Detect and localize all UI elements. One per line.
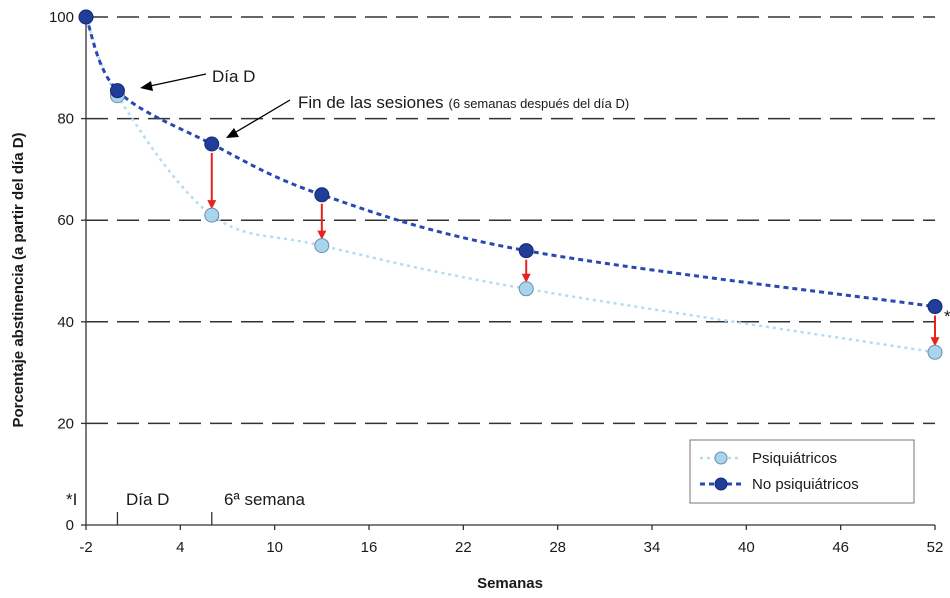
x-tick-label: 34: [644, 539, 661, 556]
legend-marker-psiquiatricos: [714, 451, 728, 465]
legend: Psiquiátricos No psiquiátricos: [689, 439, 915, 504]
point-psiquiatricos: [518, 281, 534, 297]
drop-arrow-head: [207, 200, 217, 210]
series-line-no-psiquiatricos: [84, 16, 936, 309]
y-tick-labels: 0 20 40 60 80 100: [49, 9, 74, 534]
annotation-fin-arrow-line: [235, 99, 291, 133]
point-no-psiquiatricos: [204, 136, 220, 152]
axis-mark-6a-semana: 6ª semana: [224, 490, 305, 509]
annotation-dia-d-arrowhead: [140, 81, 153, 91]
point-psiquiatricos: [314, 238, 330, 254]
point-psiquiatricos: [204, 207, 220, 223]
point-no-psiquiatricos: [78, 9, 94, 25]
annotations: Día D Fin de las sesiones (6 semanas desp…: [66, 67, 950, 509]
annotation-dia-d-arrow-line: [149, 73, 207, 87]
drop-arrow-head: [317, 230, 327, 240]
legend-label-psiquiatricos: Psiquiátricos: [752, 450, 837, 467]
point-psiquiatricos: [927, 344, 943, 360]
legend-box: [689, 439, 915, 504]
x-tick-label: 28: [549, 539, 566, 556]
point-no-psiquiatricos: [109, 83, 125, 99]
x-tick-label: 16: [361, 539, 378, 556]
x-tick-label: 10: [266, 539, 283, 556]
x-axis-title: Semanas: [477, 575, 543, 592]
grid-lines: [86, 16, 935, 425]
annotation-fin-arrowhead: [226, 128, 239, 138]
x-tick-label: 4: [176, 539, 184, 556]
x-tick-label: 46: [832, 539, 849, 556]
legend-label-no-psiquiatricos: No psiquiátricos: [752, 476, 859, 493]
y-tick-label: 100: [49, 9, 74, 26]
y-tick-label: 20: [57, 415, 74, 432]
y-tick-label: 80: [57, 111, 74, 128]
x-tick-label: 22: [455, 539, 472, 556]
y-axis-title: Porcentaje abstinencia (a partir del día…: [10, 132, 27, 427]
x-tick-label: 52: [927, 539, 944, 556]
x-tick-label: 40: [738, 539, 755, 556]
point-no-psiquiatricos: [927, 299, 943, 315]
y-tick-label: 60: [57, 212, 74, 229]
legend-marker-no-psiquiatricos: [714, 477, 728, 491]
point-no-psiquiatricos: [518, 243, 534, 259]
y-tick-label: 0: [66, 517, 74, 534]
drop-arrow-head: [930, 337, 940, 347]
series-points: [78, 9, 943, 360]
y-tick-label: 40: [57, 314, 74, 331]
annotation-dia-d: Día D: [212, 67, 255, 86]
x-tick-labels: -2 4 10 16 22 28 34 40 46 52: [79, 539, 943, 556]
drop-arrow-head: [521, 273, 531, 283]
axis-mark-start: *I: [66, 490, 77, 509]
drop-arrows: [207, 153, 940, 347]
x-tick-label: -2: [79, 539, 92, 556]
annotation-asterisk: *: [944, 307, 950, 326]
axis-mark-dia-d: Día D: [126, 490, 169, 509]
point-no-psiquiatricos: [314, 187, 330, 203]
annotation-fin-sesiones: Fin de las sesiones (6 semanas después de…: [298, 93, 629, 112]
